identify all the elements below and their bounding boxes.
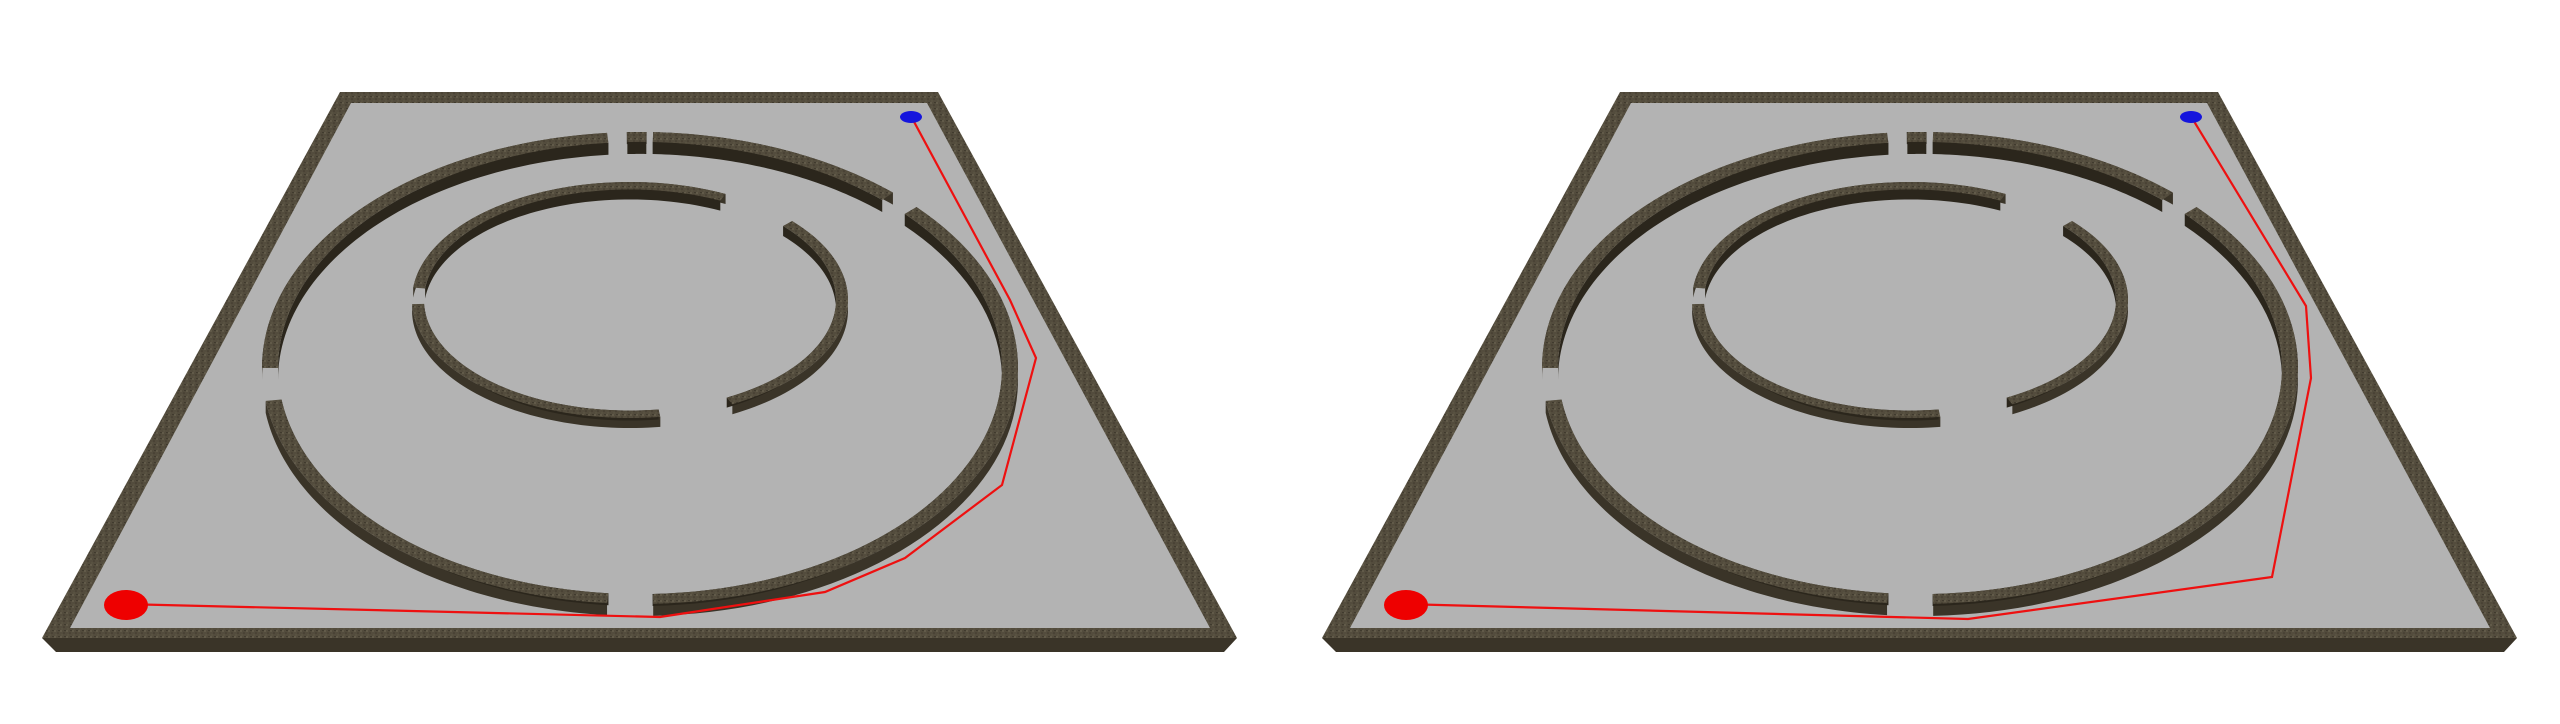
goal-marker-icon [2180,111,2202,123]
wall-top [1693,182,2006,289]
wall-top [265,399,609,604]
wall-inner-side [1932,142,2163,212]
floor-frame-side [1322,638,2517,652]
wall-top [413,182,726,289]
floor-frame-side [42,638,1237,652]
route-path [121,117,1038,619]
start-marker-icon [104,590,148,620]
wall-top [262,132,609,368]
wall-top [1932,132,2173,200]
floor [1350,103,2490,628]
wall-top [1545,399,1889,604]
route-path [1401,117,2313,621]
maze-panel-right [1322,92,2517,652]
wall-top [1906,132,1927,143]
wall-top [626,132,647,143]
wall-top [726,221,848,405]
floor [70,103,1210,628]
wall-inner-side [425,189,721,299]
wall-side [2012,221,2128,415]
wall-inner-side [1558,142,1889,380]
inner-ring-wall [1692,182,2128,428]
wall-inner-side [278,142,609,380]
wall-inner-side [627,141,647,155]
outer-ring-wall [1542,132,2298,616]
start-marker-icon [1384,590,1428,620]
wall-top [1542,132,1889,368]
outer-ring-wall [262,132,1018,616]
goal-marker-icon [900,111,922,123]
maze-panel-left [42,92,1237,652]
wall-inner-side [1705,189,2001,299]
wall-inner-side [1907,141,1927,155]
wall-side [732,221,848,415]
wall-top [652,132,893,200]
wall-top [2006,221,2128,405]
wall-side [1545,400,1888,616]
wall-inner-side [652,142,883,212]
wall-side [265,400,608,616]
inner-ring-wall [412,182,848,428]
